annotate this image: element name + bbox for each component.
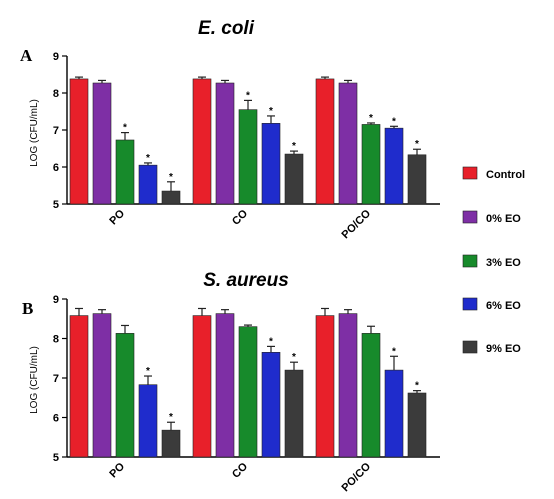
legend-swatch	[462, 254, 478, 268]
legend: Control 0% EO 3% EO 6% EO 9% EO	[462, 166, 525, 355]
bar	[261, 123, 281, 205]
y-tick-label: 6	[53, 413, 59, 425]
bar	[161, 190, 181, 205]
bar	[192, 315, 212, 458]
bar	[92, 313, 112, 458]
significance-mark: *	[369, 113, 373, 124]
significance-mark: *	[292, 352, 296, 363]
panel-a-title: E. coli	[198, 18, 255, 39]
bar	[315, 315, 335, 458]
x-tick-label: CO	[230, 460, 250, 480]
significance-mark: *	[392, 116, 396, 127]
bar	[284, 369, 304, 458]
x-tick-label: PO/CO	[340, 460, 374, 494]
bar	[138, 384, 158, 458]
bar	[338, 82, 358, 205]
bar	[69, 78, 89, 205]
bar	[192, 78, 212, 205]
significance-mark: *	[123, 123, 127, 134]
legend-swatch	[462, 340, 478, 354]
significance-mark: *	[392, 346, 396, 357]
bar	[69, 315, 89, 458]
panel-b-label: B	[22, 299, 33, 318]
significance-mark: *	[269, 336, 273, 347]
significance-mark: *	[269, 106, 273, 117]
significance-mark: *	[246, 90, 250, 101]
legend-label: Control	[486, 169, 525, 181]
bar	[92, 82, 112, 205]
bar	[361, 333, 381, 458]
bar	[238, 326, 258, 458]
panel-b-y-axis-label: LOG (CFU/mL)	[29, 346, 40, 414]
significance-mark: *	[169, 172, 173, 183]
significance-mark: *	[146, 366, 150, 377]
bar	[138, 164, 158, 205]
y-tick-label: 5	[53, 199, 59, 211]
legend-swatch	[462, 210, 478, 224]
panel-a-plot: 5 6 7 8 9 * * * PO * * * CO * * * PO/CO	[53, 51, 440, 241]
y-tick-label: 5	[53, 452, 59, 464]
x-tick-label: CO	[230, 207, 250, 227]
bar	[284, 153, 304, 205]
legend-label: 0% EO	[486, 213, 521, 225]
significance-mark: *	[292, 141, 296, 152]
bar	[115, 139, 135, 205]
panel-b: S. aureus B LOG (CFU/mL) 5 6 7 8 9 * * PO * * CO * *…	[22, 270, 440, 494]
y-tick-label: 8	[53, 88, 59, 100]
legend-label: 9% EO	[486, 343, 521, 355]
significance-mark: *	[415, 139, 419, 150]
y-tick-label: 9	[53, 51, 59, 63]
legend-label: 3% EO	[486, 257, 521, 269]
legend-swatch	[462, 166, 478, 180]
bar	[384, 127, 404, 205]
significance-mark: *	[169, 412, 173, 423]
x-tick-label: PO	[107, 207, 127, 227]
bar	[407, 392, 427, 458]
bar	[338, 313, 358, 458]
bar	[315, 78, 335, 205]
legend-swatch	[462, 297, 478, 311]
bar	[361, 124, 381, 205]
y-tick-label: 7	[53, 125, 59, 137]
bar	[215, 313, 235, 458]
significance-mark: *	[415, 381, 419, 392]
bar	[215, 82, 235, 205]
y-tick-label: 6	[53, 162, 59, 174]
y-tick-label: 8	[53, 334, 59, 346]
y-tick-label: 7	[53, 373, 59, 385]
y-tick-label: 9	[53, 294, 59, 306]
bar	[407, 154, 427, 205]
panel-a: E. coli A LOG (CFU/mL) 5 6 7 8 9 * * * PO * * * CO * *…	[20, 18, 440, 241]
bar	[161, 429, 181, 458]
significance-mark: *	[146, 153, 150, 164]
panel-a-y-axis-label: LOG (CFU/mL)	[29, 99, 40, 167]
x-tick-label: PO/CO	[340, 207, 374, 241]
x-tick-label: PO	[107, 460, 127, 480]
bar	[238, 109, 258, 205]
bar	[115, 333, 135, 458]
panel-b-plot: 5 6 7 8 9 * * PO * * CO * * PO/CO	[53, 294, 440, 494]
panel-a-label: A	[20, 46, 33, 65]
legend-label: 6% EO	[486, 300, 521, 312]
panel-b-title: S. aureus	[203, 270, 289, 291]
bar	[261, 352, 281, 458]
bar	[384, 369, 404, 458]
